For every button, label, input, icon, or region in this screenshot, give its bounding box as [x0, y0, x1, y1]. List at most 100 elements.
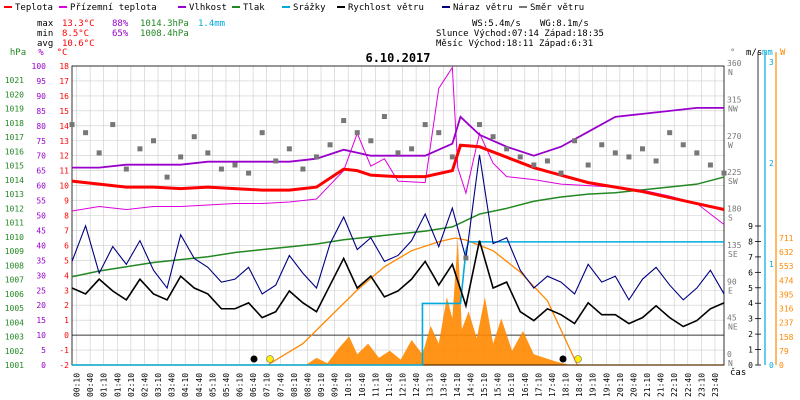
wind-dir-point: [612, 150, 618, 156]
min-hum: 65%: [112, 29, 129, 39]
wind-dir-point: [707, 162, 713, 168]
rain-tick: 1: [769, 260, 774, 269]
sunset-marker: [574, 355, 582, 363]
series-layer: [69, 65, 727, 366]
temperature-tick: 11: [59, 167, 69, 176]
temperature-tick: 10: [59, 182, 69, 191]
direction-tick: E: [728, 286, 733, 295]
direction-tick: N: [728, 359, 733, 368]
x-tick: 01:10: [100, 373, 109, 397]
temperature-tick: 8: [64, 212, 69, 221]
axes: 1001100210031004100510061007100810091010…: [5, 48, 794, 397]
wind-dir-point: [368, 138, 374, 144]
max-press: 1014.3hPa: [140, 19, 189, 29]
min-press: 1008.4hPa: [140, 29, 189, 39]
x-tick: 22:40: [684, 373, 693, 397]
max-rain: 1.4mm: [198, 19, 225, 29]
wind-tick: 7: [748, 253, 753, 262]
wind-dir-point: [137, 146, 143, 152]
stats-panel: max 13.3°C 88% 1014.3hPa 1.4mm min 8.5°C…: [37, 19, 225, 49]
humidity-tick: 45: [36, 226, 46, 235]
wind-tick: 4: [748, 299, 753, 308]
x-tick: 05:10: [208, 373, 217, 397]
wind-dir-point: [436, 130, 442, 136]
humidity-tick: 15: [36, 316, 46, 325]
wind-gust-avg: WG:8.1m/s: [540, 19, 589, 29]
temperature-tick: 7: [64, 226, 69, 235]
x-axis-label: čas: [730, 367, 746, 378]
pressure-tick: 1007: [5, 276, 24, 285]
wind-dir-point: [205, 150, 211, 156]
x-tick: 19:10: [589, 373, 598, 397]
moonrise-marker: [559, 355, 567, 363]
wind-dir-point: [572, 138, 578, 144]
min-label: min: [37, 29, 53, 39]
solar-tick: 474: [779, 276, 794, 285]
humidity-tick: 85: [36, 107, 46, 116]
humidity-tick: 75: [36, 137, 46, 146]
x-tick: 16:10: [507, 373, 516, 397]
temperature-tick: 2: [64, 301, 69, 310]
solar-layer: [72, 237, 724, 366]
pressure-tick: 1010: [5, 233, 24, 242]
wind-dir-point: [178, 154, 184, 160]
wind-dir-point: [449, 154, 455, 160]
humidity-tick: 55: [36, 197, 46, 206]
wind-dir-point: [381, 114, 387, 119]
wind-dir-point: [694, 150, 700, 156]
direction-tick: NE: [728, 323, 738, 332]
direction-tick: N: [728, 68, 733, 77]
x-tick: 10:40: [358, 373, 367, 397]
wind-dir-point: [259, 130, 265, 136]
temperature-tick: 4: [64, 271, 69, 280]
x-tick: 09:10: [317, 373, 326, 397]
moonset-marker: [250, 355, 258, 363]
x-tick: 09:40: [331, 373, 340, 397]
pressure-tick: 1013: [5, 190, 24, 199]
solar-tick: 553: [779, 262, 794, 271]
solar-tick: 395: [779, 290, 794, 299]
pressure-tick: 1003: [5, 333, 24, 342]
humidity-tick: 70: [36, 152, 46, 161]
temperature-tick: 5: [64, 256, 69, 265]
wind-dir-point: [477, 122, 482, 128]
solar-tick: 237: [779, 319, 794, 328]
wind-dir-point: [599, 142, 605, 148]
direction-tick: 180: [727, 205, 742, 214]
sun-moon-markers: [250, 355, 582, 363]
direction-tick: 270: [727, 132, 742, 141]
x-tick: 17:10: [534, 373, 543, 397]
rain-tick: 3: [769, 58, 774, 67]
direction-tick: 90: [727, 277, 737, 286]
pressure-tick: 1009: [5, 247, 24, 256]
temperature-tick: 12: [59, 152, 69, 161]
pressure-tick: 1005: [5, 304, 24, 313]
x-tick: 04:10: [181, 373, 190, 397]
wind-dir-point: [409, 146, 415, 152]
x-tick: 08:10: [290, 373, 299, 397]
pressure-tick: 1002: [5, 347, 24, 356]
wind-dir-point: [504, 146, 510, 152]
x-tick: 22:10: [670, 373, 679, 397]
solar-tick: 158: [779, 333, 794, 342]
x-tick: 12:40: [412, 373, 421, 397]
humidity-axis-label: %: [38, 48, 44, 58]
pressure-tick: 1017: [5, 133, 24, 142]
wind-tick: 3: [748, 315, 753, 324]
temperature-line: [71, 143, 725, 211]
humidity-line: [72, 106, 724, 169]
temperature-tick: 14: [59, 122, 69, 131]
temperature-tick: 3: [64, 286, 69, 295]
wind-dir-point: [218, 166, 224, 172]
solar-tick: 0: [779, 361, 784, 370]
humidity-tick: 80: [36, 122, 46, 131]
wind-dir-point: [151, 138, 156, 144]
wind-dir-point: [273, 158, 279, 164]
direction-tick: 315: [727, 95, 742, 104]
wind-dir-point: [558, 170, 564, 176]
x-tick: 05:40: [222, 373, 231, 397]
x-tick: 15:10: [480, 373, 489, 397]
humidity-tick: 90: [36, 92, 46, 101]
pressure-tick: 1008: [5, 261, 24, 270]
